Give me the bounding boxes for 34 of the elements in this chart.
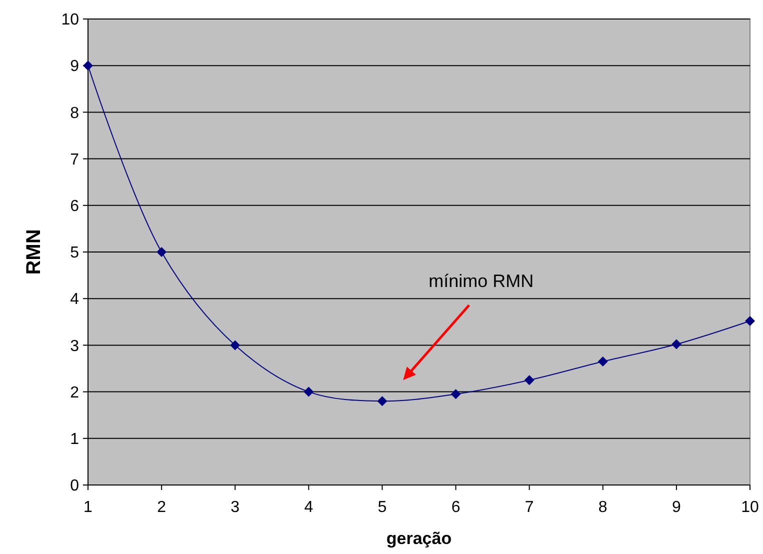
x-tick-label: 8 [598,499,608,516]
y-tick-label: 1 [70,431,80,448]
y-tick-label: 10 [61,12,80,29]
x-axis-title: geração [386,529,452,548]
point [450,389,461,400]
point [304,386,314,397]
point [156,247,167,257]
point [83,60,93,71]
x-tick-label: 5 [378,499,387,516]
y-tick-label: 6 [70,198,80,215]
y-tick-label: 5 [70,244,80,262]
x-tick-label: 10 [741,499,759,516]
point [745,316,755,326]
y-tick-label: 4 [70,291,80,308]
y-tick-label: 8 [70,104,80,122]
point [524,375,534,386]
y-tick-label: 2 [70,384,80,402]
point [377,396,388,406]
x-tick-label: 4 [304,499,314,516]
y-axis-title: RMN [23,229,45,275]
x-tick-label: 6 [451,499,460,516]
point [671,339,682,350]
x-tick-label: 1 [84,499,93,516]
x-tick-label: 7 [524,499,534,516]
annotation: mínimo RMN [428,271,534,292]
point [598,356,608,367]
y-tick-label: 0 [70,478,80,495]
x-tick-label: 9 [672,499,681,516]
point [230,340,240,350]
y-tick-label: 7 [70,151,80,168]
x-tick-label: 3 [230,499,240,516]
x-tick-label: 2 [157,499,166,516]
y-tick-label: 3 [70,338,80,355]
y-tick-label: 9 [70,58,80,76]
